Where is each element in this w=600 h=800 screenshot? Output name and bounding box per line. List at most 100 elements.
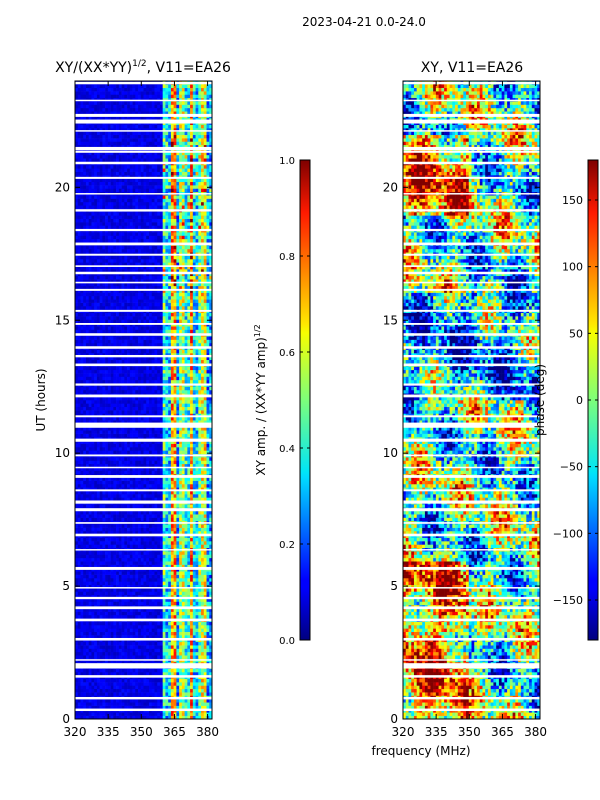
heatmap-cell (118, 406, 122, 411)
heatmap-cell (201, 668, 205, 673)
heatmap-cell (77, 396, 81, 401)
heatmap-cell (203, 581, 207, 585)
heatmap-cell (209, 715, 213, 720)
heatmap-cell (184, 614, 188, 619)
heatmap-cell (116, 443, 120, 448)
heatmap-cell (179, 420, 183, 424)
heatmap-cell (192, 551, 196, 555)
heatmap-cell (80, 557, 84, 562)
heatmap-cell (181, 463, 185, 468)
heatmap-cell (105, 544, 109, 549)
heatmap-cell (176, 460, 180, 465)
heatmap-cell (184, 621, 188, 626)
heatmap-cell (148, 705, 153, 710)
heatmap-cell (102, 621, 106, 626)
heatmap-cell (192, 389, 196, 394)
heatmap-cell (118, 641, 122, 646)
heatmap-cell (187, 480, 191, 485)
heatmap-cell (159, 624, 163, 629)
heatmap-cell (148, 470, 153, 475)
heatmap-cell (173, 655, 177, 659)
heatmap-cell (209, 678, 213, 683)
heatmap-cell (192, 420, 196, 424)
heatmap-cell (179, 645, 183, 649)
heatmap-cell (94, 413, 98, 418)
heatmap-cell (143, 440, 147, 444)
heatmap-cell (96, 712, 100, 716)
heatmap-cell (168, 386, 172, 391)
heatmap-cell (195, 624, 199, 629)
heatmap-cell (154, 561, 158, 565)
heatmap-cell (113, 715, 117, 720)
heatmap-cell (105, 621, 109, 626)
heatmap-cell (157, 678, 161, 683)
heatmap-cell (162, 389, 166, 394)
heatmap-cell (184, 688, 188, 693)
heatmap-cell (116, 517, 120, 522)
heatmap-cell (102, 544, 106, 549)
heatmap-cell (209, 541, 213, 545)
heatmap-cell (195, 678, 199, 683)
heatmap-cell (75, 678, 79, 683)
heatmap-cell (135, 487, 139, 491)
heatmap-cell (135, 678, 139, 683)
heatmap-cell (159, 527, 163, 532)
heatmap-cell (198, 561, 202, 565)
heatmap-cell (121, 554, 125, 559)
heatmap-cell (157, 497, 161, 502)
heatmap-cell (91, 490, 95, 495)
heatmap-cell (206, 510, 210, 515)
heatmap-cell (159, 601, 163, 606)
heatmap-cell (201, 420, 205, 424)
heatmap-cell (159, 470, 163, 475)
heatmap-cell (135, 413, 139, 418)
heatmap-cell (91, 396, 95, 401)
heatmap-cell (201, 463, 205, 468)
heatmap-cell (105, 524, 109, 528)
heatmap-cell (170, 551, 174, 555)
heatmap-cell (203, 631, 207, 636)
heatmap-cell (107, 705, 111, 710)
heatmap-cell (132, 564, 136, 569)
heatmap-cell (99, 416, 103, 421)
heatmap-cell (94, 386, 98, 391)
heatmap-cell (118, 591, 122, 596)
heatmap-cell (102, 497, 106, 502)
heatmap-cell (113, 386, 117, 391)
heatmap-cell (105, 641, 109, 646)
heatmap-cell (154, 705, 158, 710)
heatmap-cell (187, 504, 191, 508)
heatmap-cell (203, 705, 207, 710)
heatmap-cell (132, 477, 136, 481)
heatmap-cell (132, 386, 136, 391)
heatmap-cell (107, 584, 111, 589)
heatmap-cell (135, 692, 139, 696)
heatmap-cell (165, 406, 169, 411)
heatmap-cell (143, 668, 147, 673)
heatmap-cell (124, 463, 128, 468)
heatmap-cell (181, 651, 185, 656)
heatmap-cell (75, 443, 79, 448)
heatmap-cell (190, 685, 194, 690)
heatmap-cell (143, 504, 147, 508)
heatmap-cell (173, 598, 177, 602)
heatmap-cell (168, 443, 172, 448)
heatmap-cell (91, 621, 95, 626)
heatmap-cell (203, 544, 207, 549)
heatmap-cell (206, 571, 210, 575)
heatmap-cell (91, 389, 95, 394)
heatmap-cell (127, 577, 131, 582)
heatmap-cell (94, 544, 98, 549)
heatmap-cell (118, 483, 122, 488)
heatmap-cell (85, 628, 89, 632)
heatmap-cell (124, 698, 128, 703)
heatmap-cell (173, 389, 177, 394)
heatmap-cell (157, 635, 161, 639)
heatmap-cell (157, 705, 161, 710)
heatmap-cell (77, 537, 81, 542)
heatmap-cell (124, 443, 128, 448)
heatmap-cell (176, 457, 180, 461)
heatmap-cell (176, 530, 180, 535)
heatmap-cell (168, 571, 172, 575)
heatmap-cell (170, 467, 174, 471)
